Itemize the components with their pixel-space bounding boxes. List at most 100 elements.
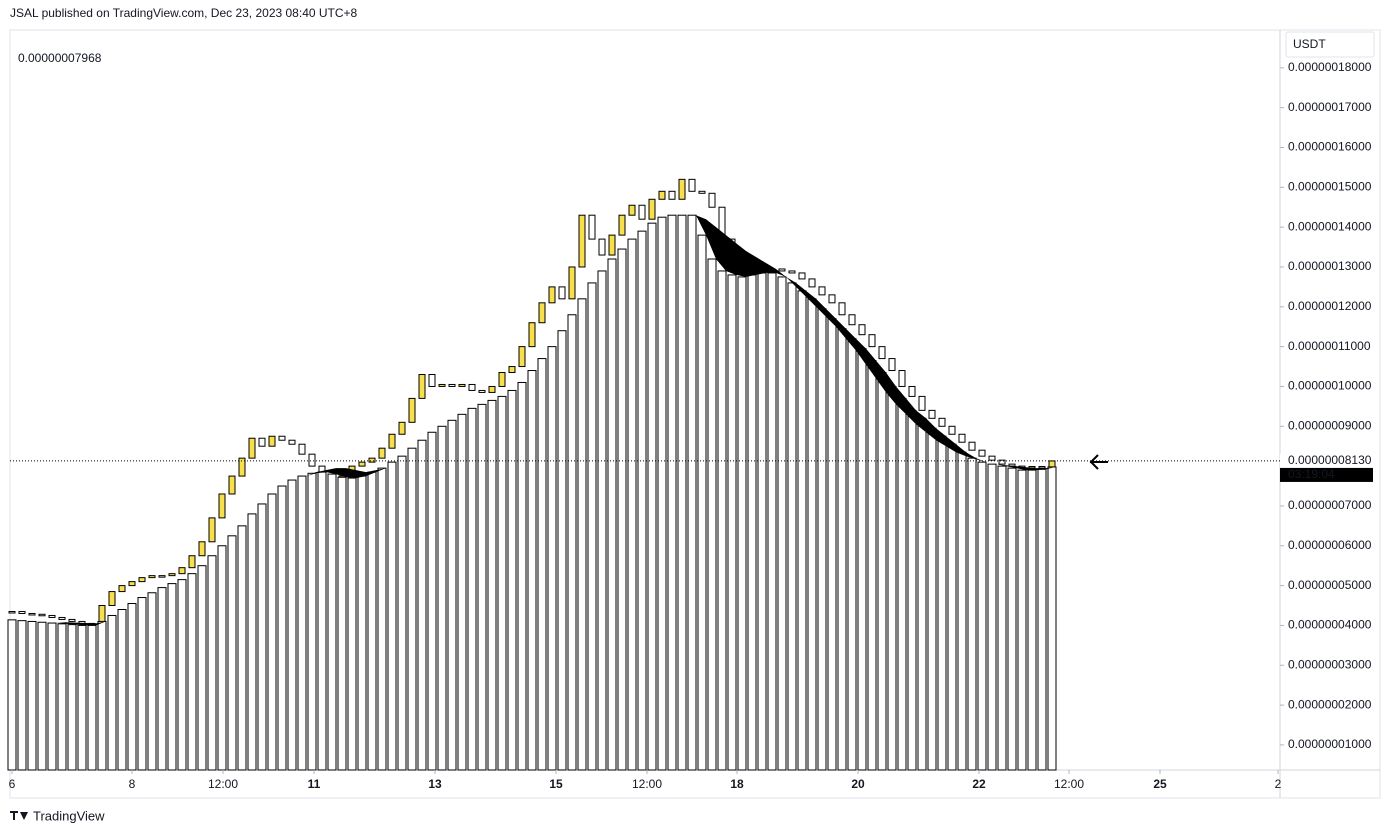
- x-tick-label: 12:00: [1054, 777, 1084, 791]
- candle: [458, 383, 466, 387]
- candle: [308, 453, 316, 467]
- column: [1017, 469, 1027, 771]
- y-tick-label: 0.00000009000: [1288, 418, 1372, 432]
- column: [707, 258, 717, 771]
- candle: [138, 577, 146, 583]
- candle: [928, 409, 936, 419]
- column: [837, 328, 847, 771]
- candle: [488, 385, 496, 393]
- candle: [1038, 466, 1046, 469]
- column: [77, 624, 87, 771]
- candle: [598, 238, 606, 256]
- column: [987, 463, 997, 771]
- column: [447, 419, 457, 771]
- y-tick-label: 0.00000014000: [1288, 219, 1372, 233]
- x-tick-label: 6: [9, 777, 16, 791]
- arrow: [1089, 454, 1108, 470]
- column: [907, 409, 917, 771]
- candle: [298, 443, 306, 455]
- column: [247, 513, 257, 771]
- candle: [408, 397, 416, 423]
- column: [57, 623, 67, 771]
- candle: [268, 435, 276, 447]
- candle: [818, 286, 826, 296]
- column: [647, 222, 657, 771]
- column: [407, 447, 417, 771]
- x-tick-label: 11: [308, 777, 321, 791]
- column: [97, 620, 107, 771]
- candle: [48, 614, 56, 618]
- column: [977, 461, 987, 771]
- column: [947, 443, 957, 771]
- candle: [108, 591, 116, 607]
- x-tick-label: 12:00: [208, 777, 238, 791]
- column: [197, 565, 207, 771]
- candle: [918, 395, 926, 411]
- candle: [188, 555, 196, 569]
- candle: [878, 346, 886, 360]
- column: [587, 282, 597, 771]
- column: [287, 479, 297, 771]
- candle: [448, 383, 456, 387]
- column: [857, 348, 867, 771]
- candle: [848, 314, 856, 326]
- column: [917, 417, 927, 771]
- column: [207, 555, 217, 771]
- x-tick-label: 15: [549, 777, 563, 791]
- x-tick-label: 20: [851, 777, 865, 791]
- x-tick-label: 22: [972, 777, 986, 791]
- column: [67, 624, 77, 771]
- column: [267, 493, 277, 771]
- column: [1037, 468, 1047, 771]
- legend-value: 0.00000007968: [18, 51, 102, 65]
- column: [37, 621, 47, 771]
- column: [157, 587, 167, 771]
- frame: [9, 29, 1381, 799]
- y-tick-label: 0.00000012000: [1288, 299, 1372, 313]
- publisher: JSAL published on TradingView.com, Dec 2…: [10, 6, 358, 20]
- candle: [478, 389, 486, 393]
- candle: [858, 324, 866, 336]
- y-tick-label: 0.00000018000: [1288, 60, 1372, 74]
- candle: [948, 425, 956, 435]
- candle: [278, 435, 286, 441]
- column: [847, 338, 857, 771]
- y-tick-label: 0.00000016000: [1288, 140, 1372, 154]
- column: [427, 431, 437, 771]
- y-tick-label: 0.00000010000: [1288, 379, 1372, 393]
- candle: [208, 517, 216, 543]
- candle: [508, 366, 516, 374]
- candle: [98, 605, 106, 624]
- candle: [868, 334, 876, 348]
- column: [437, 425, 447, 771]
- candle: [648, 198, 656, 220]
- candle: [638, 204, 646, 220]
- x-tick-label: 8: [129, 777, 136, 791]
- column: [997, 465, 1007, 771]
- column: [117, 608, 127, 771]
- currency[interactable]: USDT: [1293, 37, 1326, 51]
- candle: [838, 302, 846, 316]
- candle: [678, 178, 686, 200]
- column: [357, 475, 367, 771]
- currency-box[interactable]: [1285, 31, 1375, 58]
- column: [7, 619, 17, 771]
- candle: [68, 618, 76, 622]
- y-tick-label: 0.00000015000: [1288, 179, 1372, 193]
- column: [637, 230, 647, 771]
- candle: [898, 370, 906, 387]
- candle: [228, 475, 236, 495]
- candle: [688, 178, 696, 192]
- column: [337, 476, 347, 771]
- candle: [998, 459, 1006, 465]
- candle: [288, 439, 296, 445]
- candle: [548, 286, 556, 304]
- candle: [698, 190, 706, 194]
- x-tick-label: 2: [1275, 777, 1282, 791]
- candle: [528, 322, 536, 348]
- column: [487, 399, 497, 771]
- candle: [398, 421, 406, 435]
- column: [317, 471, 327, 771]
- y-tick-label: 0.00000011000: [1288, 339, 1371, 353]
- column: [627, 238, 637, 771]
